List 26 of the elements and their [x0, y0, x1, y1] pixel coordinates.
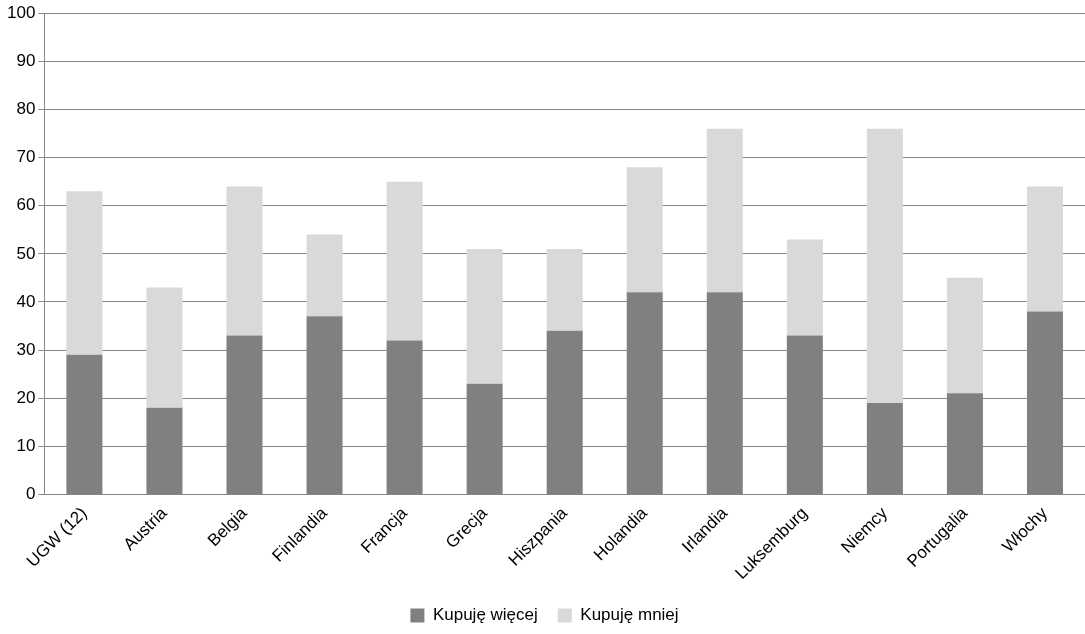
bar: [306, 234, 343, 317]
bar: [866, 128, 903, 403]
y-tick-label: 100: [6, 2, 36, 22]
y-tick-label: 0: [25, 484, 36, 504]
bar: [466, 249, 503, 384]
legend-label: Kupuję mniej: [580, 605, 679, 625]
y-tick-label: 40: [16, 291, 36, 311]
bar: [626, 167, 663, 293]
bar: [226, 186, 263, 336]
bar: [706, 128, 743, 293]
y-tick-label: 30: [16, 339, 36, 359]
y-tick-label: 60: [16, 195, 36, 215]
bar: [66, 191, 103, 355]
bar: [386, 181, 423, 341]
y-tick-label: 80: [16, 99, 36, 119]
y-tick-label: 20: [16, 387, 36, 407]
y-tick-label: 90: [16, 51, 36, 71]
bar: [1026, 186, 1063, 312]
y-tick-label: 70: [16, 147, 36, 167]
legend-label: Kupuję więcej: [432, 605, 538, 625]
y-tick-label: 50: [16, 243, 36, 263]
bar: [546, 249, 583, 331]
bar: [786, 239, 823, 336]
y-tick-label: 10: [16, 435, 36, 455]
bar: [146, 287, 183, 408]
bar: [946, 277, 983, 394]
